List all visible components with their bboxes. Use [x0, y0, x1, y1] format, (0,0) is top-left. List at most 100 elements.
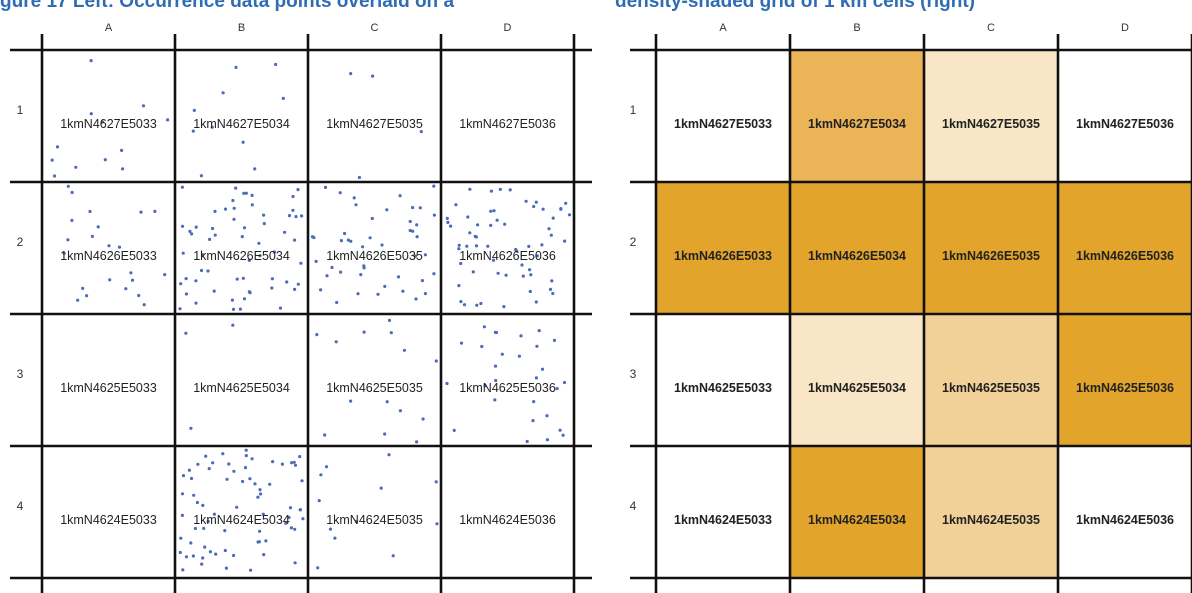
occurrence-point	[293, 238, 297, 242]
occurrence-point	[203, 545, 207, 549]
occurrence-point	[192, 108, 196, 112]
occurrence-point	[338, 191, 342, 195]
occurrence-point	[130, 278, 135, 282]
occurrence-point	[238, 307, 242, 311]
occurrence-point	[153, 209, 157, 213]
cell-id-B2: 1kmN4626E5034	[193, 249, 290, 263]
occurrence-point	[230, 298, 234, 302]
occurrence-point	[531, 419, 535, 423]
occurrence-point	[562, 380, 567, 385]
occurrence-point	[141, 104, 146, 108]
occurrence-point	[293, 287, 297, 291]
occurrence-point	[256, 495, 260, 499]
occurrence-point	[193, 526, 197, 531]
occurrence-point	[223, 548, 227, 553]
occurrence-point	[540, 367, 545, 371]
occurrence-point	[262, 553, 266, 557]
occurrence-point	[88, 209, 92, 214]
cell-id-D1: 1kmN4627E5036	[1076, 117, 1174, 131]
occurrence-point	[214, 552, 218, 556]
occurrence-point	[283, 230, 287, 234]
occurrence-point	[532, 204, 536, 209]
occurrence-point	[545, 414, 549, 418]
occurrence-point	[496, 271, 500, 275]
density-cell-B2	[790, 182, 924, 314]
occurrence-point	[380, 243, 384, 247]
occurrence-point	[293, 561, 297, 565]
occurrence-point	[549, 233, 553, 237]
occurrence-point	[483, 384, 487, 388]
occurrence-point	[287, 515, 291, 520]
occurrence-point	[446, 220, 450, 224]
occurrence-point	[120, 148, 124, 152]
occurrence-point	[181, 474, 186, 478]
occurrence-point	[259, 492, 263, 496]
occurrence-point	[294, 215, 298, 219]
occurrence-point	[180, 224, 185, 228]
occurrence-point	[184, 555, 189, 559]
cell-id-B3: 1kmN4625E5034	[193, 381, 290, 395]
occurrence-point	[139, 210, 143, 214]
occurrence-point	[551, 291, 555, 296]
occurrence-point	[242, 297, 247, 301]
occurrence-point	[547, 227, 551, 231]
occurrence-point	[352, 196, 356, 200]
occurrence-point	[389, 331, 393, 335]
occurrence-point	[258, 529, 262, 533]
occurrence-point	[452, 428, 456, 432]
occurrence-points-grid: A B C D 1 2 3 4 1kmN4627E5033 1kmN4627E5034 1kmN46…	[10, 22, 592, 593]
cell-id-D1: 1kmN4627E5036	[459, 117, 556, 131]
occurrence-point	[108, 278, 112, 282]
occurrence-point	[81, 286, 85, 290]
occurrence-point	[278, 306, 283, 310]
occurrence-point	[66, 238, 70, 242]
occurrence-point	[402, 348, 406, 352]
occurrence-point	[459, 261, 463, 266]
figure-caption: gure 17 Left: Occurrence data points ove…	[0, 0, 1192, 16]
occurrence-point	[339, 239, 343, 243]
occurrence-point	[535, 254, 539, 258]
occurrence-point	[201, 556, 205, 560]
occurrence-point	[249, 568, 253, 572]
occurrence-point	[253, 482, 257, 486]
occurrence-point	[232, 469, 236, 473]
occurrence-point	[552, 338, 557, 342]
occurrence-point	[385, 400, 389, 404]
row-label-2: 2	[17, 235, 24, 249]
occurrence-point	[334, 340, 338, 344]
occurrence-point	[166, 118, 170, 122]
occurrence-point	[500, 352, 504, 356]
density-cell-D4	[1058, 446, 1192, 578]
occurrence-point	[457, 284, 461, 288]
row-label-2: 2	[630, 235, 637, 249]
occurrence-point	[528, 268, 532, 272]
occurrence-point	[234, 65, 238, 69]
occurrence-point	[250, 457, 254, 461]
occurrence-point	[241, 479, 245, 484]
occurrence-point	[354, 519, 359, 524]
occurrence-point	[459, 300, 463, 304]
occurrence-point	[357, 175, 361, 180]
occurrence-point	[211, 461, 215, 465]
occurrence-point	[413, 254, 417, 258]
occurrence-point	[414, 297, 418, 301]
occurrence-point	[272, 250, 276, 254]
occurrence-point	[74, 165, 78, 169]
occurrence-point	[208, 237, 212, 241]
occurrence-point	[55, 145, 60, 149]
column-label-D: D	[1121, 22, 1129, 34]
occurrence-point	[285, 280, 289, 284]
occurrence-point	[181, 568, 185, 572]
density-cell-B4	[790, 446, 924, 578]
occurrence-point	[517, 354, 522, 358]
occurrence-point	[103, 158, 107, 162]
occurrence-point	[244, 191, 248, 195]
occurrence-point	[261, 512, 265, 516]
occurrence-point	[129, 271, 133, 275]
density-cell-D3	[1058, 314, 1192, 446]
column-label-C: C	[371, 22, 379, 34]
occurrence-point	[398, 194, 402, 198]
occurrence-point	[190, 232, 194, 236]
occurrence-point	[210, 125, 214, 129]
occurrence-point	[268, 482, 272, 486]
